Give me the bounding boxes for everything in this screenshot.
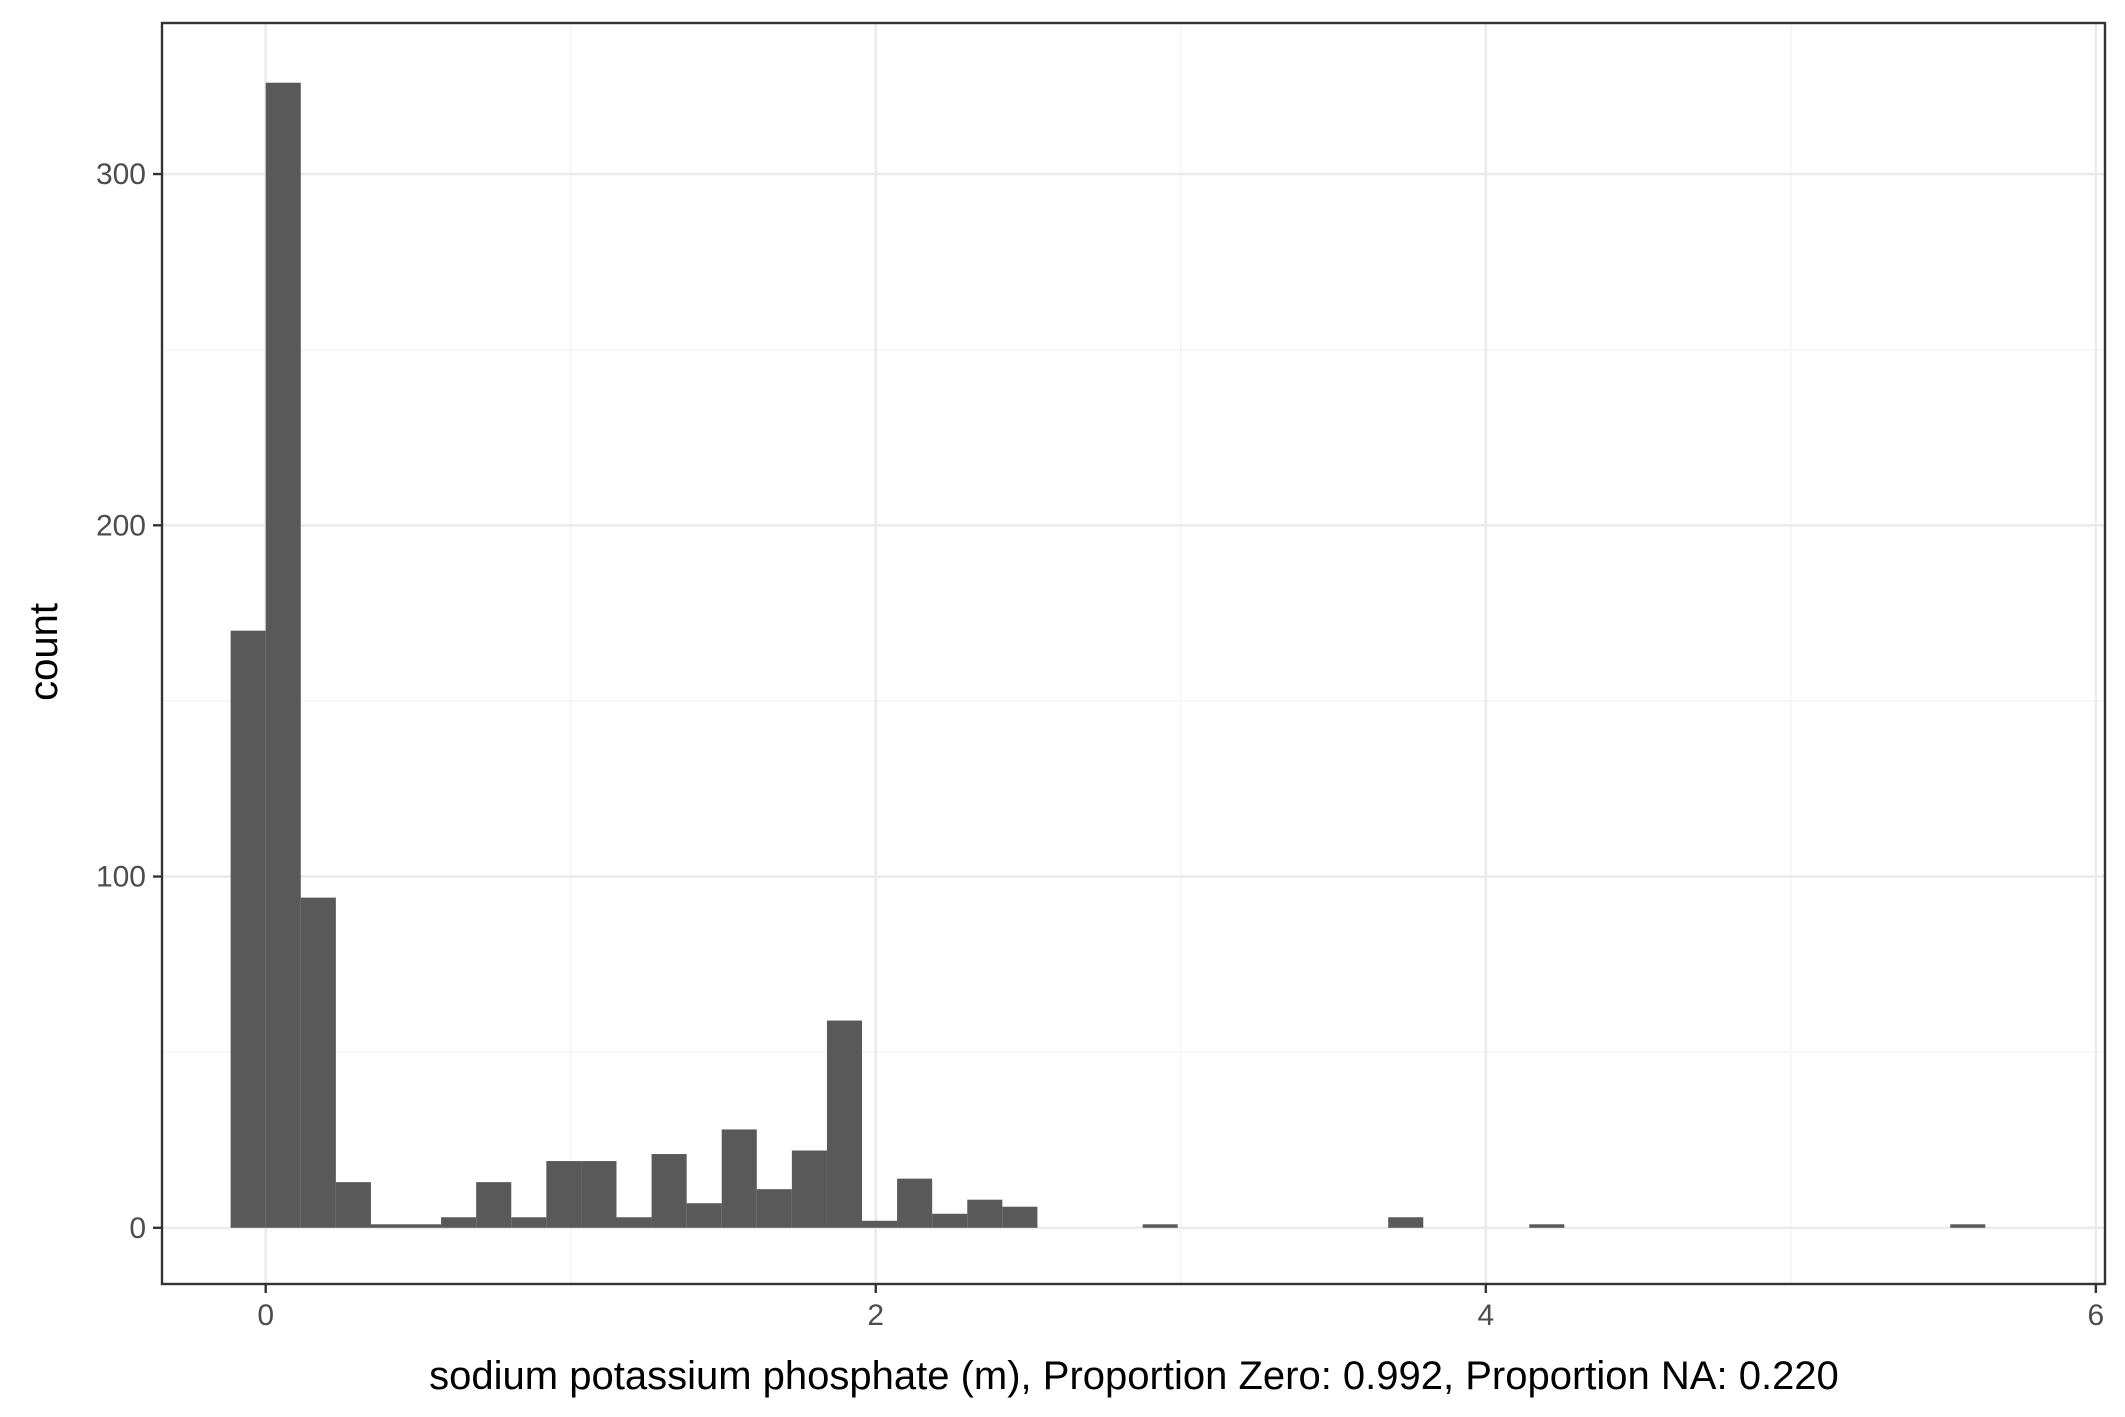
histogram-bar <box>616 1217 652 1228</box>
histogram-bar <box>1529 1224 1565 1228</box>
x-axis-ticks: 0 2 4 6 <box>257 1284 2104 1332</box>
minor-gridlines <box>162 23 2105 1284</box>
histogram-bar <box>791 1150 827 1228</box>
histogram-bar <box>686 1203 722 1228</box>
histogram-bar <box>476 1182 512 1228</box>
histogram-bar <box>230 630 266 1228</box>
histogram-bar <box>370 1224 407 1228</box>
y-tick-label: 200 <box>96 509 146 542</box>
histogram-bar <box>826 1020 863 1228</box>
y-tick-label: 0 <box>129 1212 146 1245</box>
x-tick-label: 2 <box>867 1299 884 1332</box>
y-tick-label: 100 <box>96 861 146 894</box>
histogram-bar <box>546 1161 582 1228</box>
histogram-bar <box>897 1178 933 1228</box>
y-tick-label: 300 <box>96 158 146 191</box>
histogram-bar <box>651 1154 687 1228</box>
histogram-bar <box>932 1213 968 1228</box>
histogram-bar <box>1002 1206 1038 1228</box>
y-axis-title: count <box>22 603 66 701</box>
histogram-bar <box>862 1220 898 1228</box>
histogram-bar <box>967 1199 1003 1228</box>
x-tick-label: 4 <box>1477 1299 1494 1332</box>
histogram-bar <box>511 1217 547 1228</box>
y-axis-ticks: 0 100 200 300 <box>96 158 162 1245</box>
histogram-bars <box>230 82 1986 1228</box>
histogram-bar <box>1388 1217 1424 1228</box>
histogram-bar <box>721 1129 757 1228</box>
histogram-bar <box>581 1161 617 1228</box>
x-tick-label: 0 <box>257 1299 274 1332</box>
histogram-bar <box>265 82 301 1228</box>
histogram-bar <box>335 1182 371 1228</box>
x-tick-label: 6 <box>2088 1299 2105 1332</box>
panel-border <box>160 21 2107 1286</box>
histogram-bar <box>756 1189 792 1228</box>
histogram-bar <box>406 1224 442 1228</box>
histogram-bar <box>1950 1224 1986 1228</box>
histogram-bar <box>300 897 336 1228</box>
x-axis-title: sodium potassium phosphate (m), Proporti… <box>429 1354 1839 1398</box>
histogram-bar <box>441 1217 477 1228</box>
histogram-bar <box>1142 1224 1178 1228</box>
